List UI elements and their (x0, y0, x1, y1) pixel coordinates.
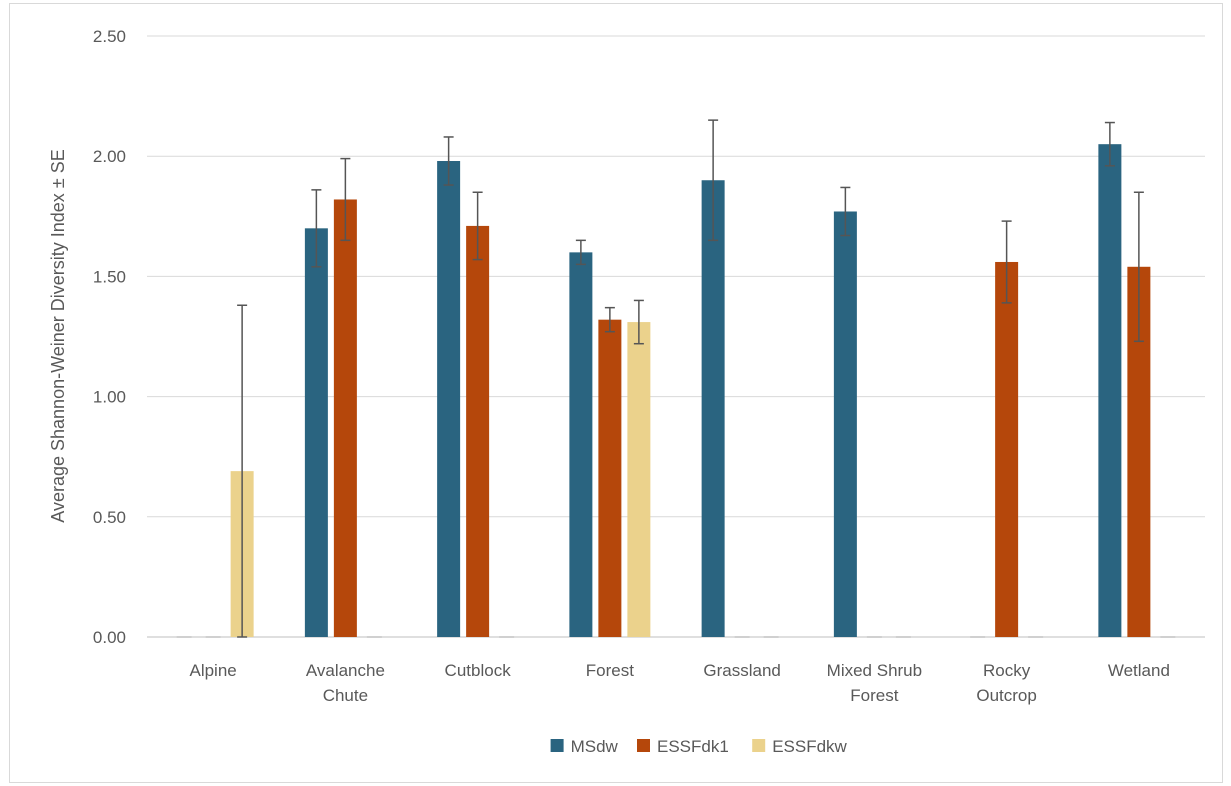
bar (569, 252, 593, 638)
y-tick-label: 2.00 (93, 147, 126, 166)
x-tick-label-line: Outcrop (976, 686, 1036, 705)
error-bar (472, 191, 483, 261)
error-bars (237, 119, 1144, 638)
x-tick-label: Mixed Shrub Forest (827, 661, 922, 705)
error-bar (840, 186, 851, 237)
x-tick-label: Cutblock (445, 661, 512, 680)
x-tick-label: Rocky Outcrop (976, 661, 1036, 705)
x-tick-label: Alpine (189, 661, 236, 680)
y-axis-label: Average Shannon-Weiner Diversity Index ±… (48, 149, 68, 522)
x-tick-label-line: Avalanche (306, 661, 385, 680)
y-tick-label: 1.00 (93, 388, 126, 407)
error-bar (604, 306, 615, 333)
y-tick-label: 1.50 (93, 267, 126, 286)
bar (1127, 266, 1151, 637)
x-tick-label-line: Chute (323, 686, 368, 705)
legend-swatch (637, 739, 650, 752)
error-bar (575, 239, 586, 266)
bars (176, 144, 1176, 638)
x-tick-label-line: Mixed Shrub (827, 661, 922, 680)
x-tick-label-line: Alpine (189, 661, 236, 680)
bar (437, 161, 461, 637)
bar (995, 261, 1019, 637)
x-tick-label-line: Wetland (1108, 661, 1170, 680)
x-tick-label-line: Cutblock (445, 661, 512, 680)
error-bar (1001, 220, 1012, 304)
y-tick-label: 0.50 (93, 508, 126, 527)
error-bar (633, 299, 644, 345)
legend: MSdw ESSFdk1 ESSFdkw (550, 737, 848, 756)
error-bar (237, 304, 248, 638)
x-tick-label-line: Forest (586, 661, 634, 680)
bar (1098, 144, 1122, 637)
bar (333, 199, 357, 638)
legend-swatch (752, 739, 766, 752)
x-tick-label: Forest (586, 661, 634, 680)
error-bar (1104, 121, 1115, 167)
bar (598, 319, 622, 637)
legend-label: MSdw (571, 737, 619, 756)
error-bar (443, 136, 454, 186)
legend-entry: ESSFdkw (752, 737, 848, 756)
bar (833, 211, 857, 637)
y-tick-label: 2.50 (93, 27, 126, 46)
legend-entry: MSdw (550, 737, 619, 756)
bar (304, 228, 328, 637)
x-tick-label: Grassland (703, 661, 780, 680)
x-tick-label-line: Rocky (983, 661, 1031, 680)
legend-entry: ESSFdk1 (637, 737, 729, 756)
x-axis-labels: Alpine Avalanche Chute Cutblock Forest Grassl… (189, 661, 1169, 705)
x-tick-label: Wetland (1108, 661, 1170, 680)
bar (466, 225, 490, 637)
chart-frame (9, 3, 1223, 783)
error-bar (340, 157, 351, 242)
x-tick-label-line: Grassland (703, 661, 780, 680)
legend-label: ESSFdk1 (657, 737, 729, 756)
bar (627, 322, 651, 637)
bar (701, 180, 725, 638)
x-tick-label: Avalanche Chute (306, 661, 385, 705)
y-axis-ticks: 0.00 0.50 1.00 1.50 2.00 2.50 (93, 27, 126, 647)
error-bar (1133, 191, 1144, 343)
legend-swatch (550, 739, 564, 752)
x-tick-label-line: Forest (850, 686, 898, 705)
error-bar (311, 189, 322, 268)
error-bar (708, 119, 719, 242)
legend-label: ESSFdkw (772, 737, 847, 756)
y-tick-label: 0.00 (93, 628, 126, 647)
